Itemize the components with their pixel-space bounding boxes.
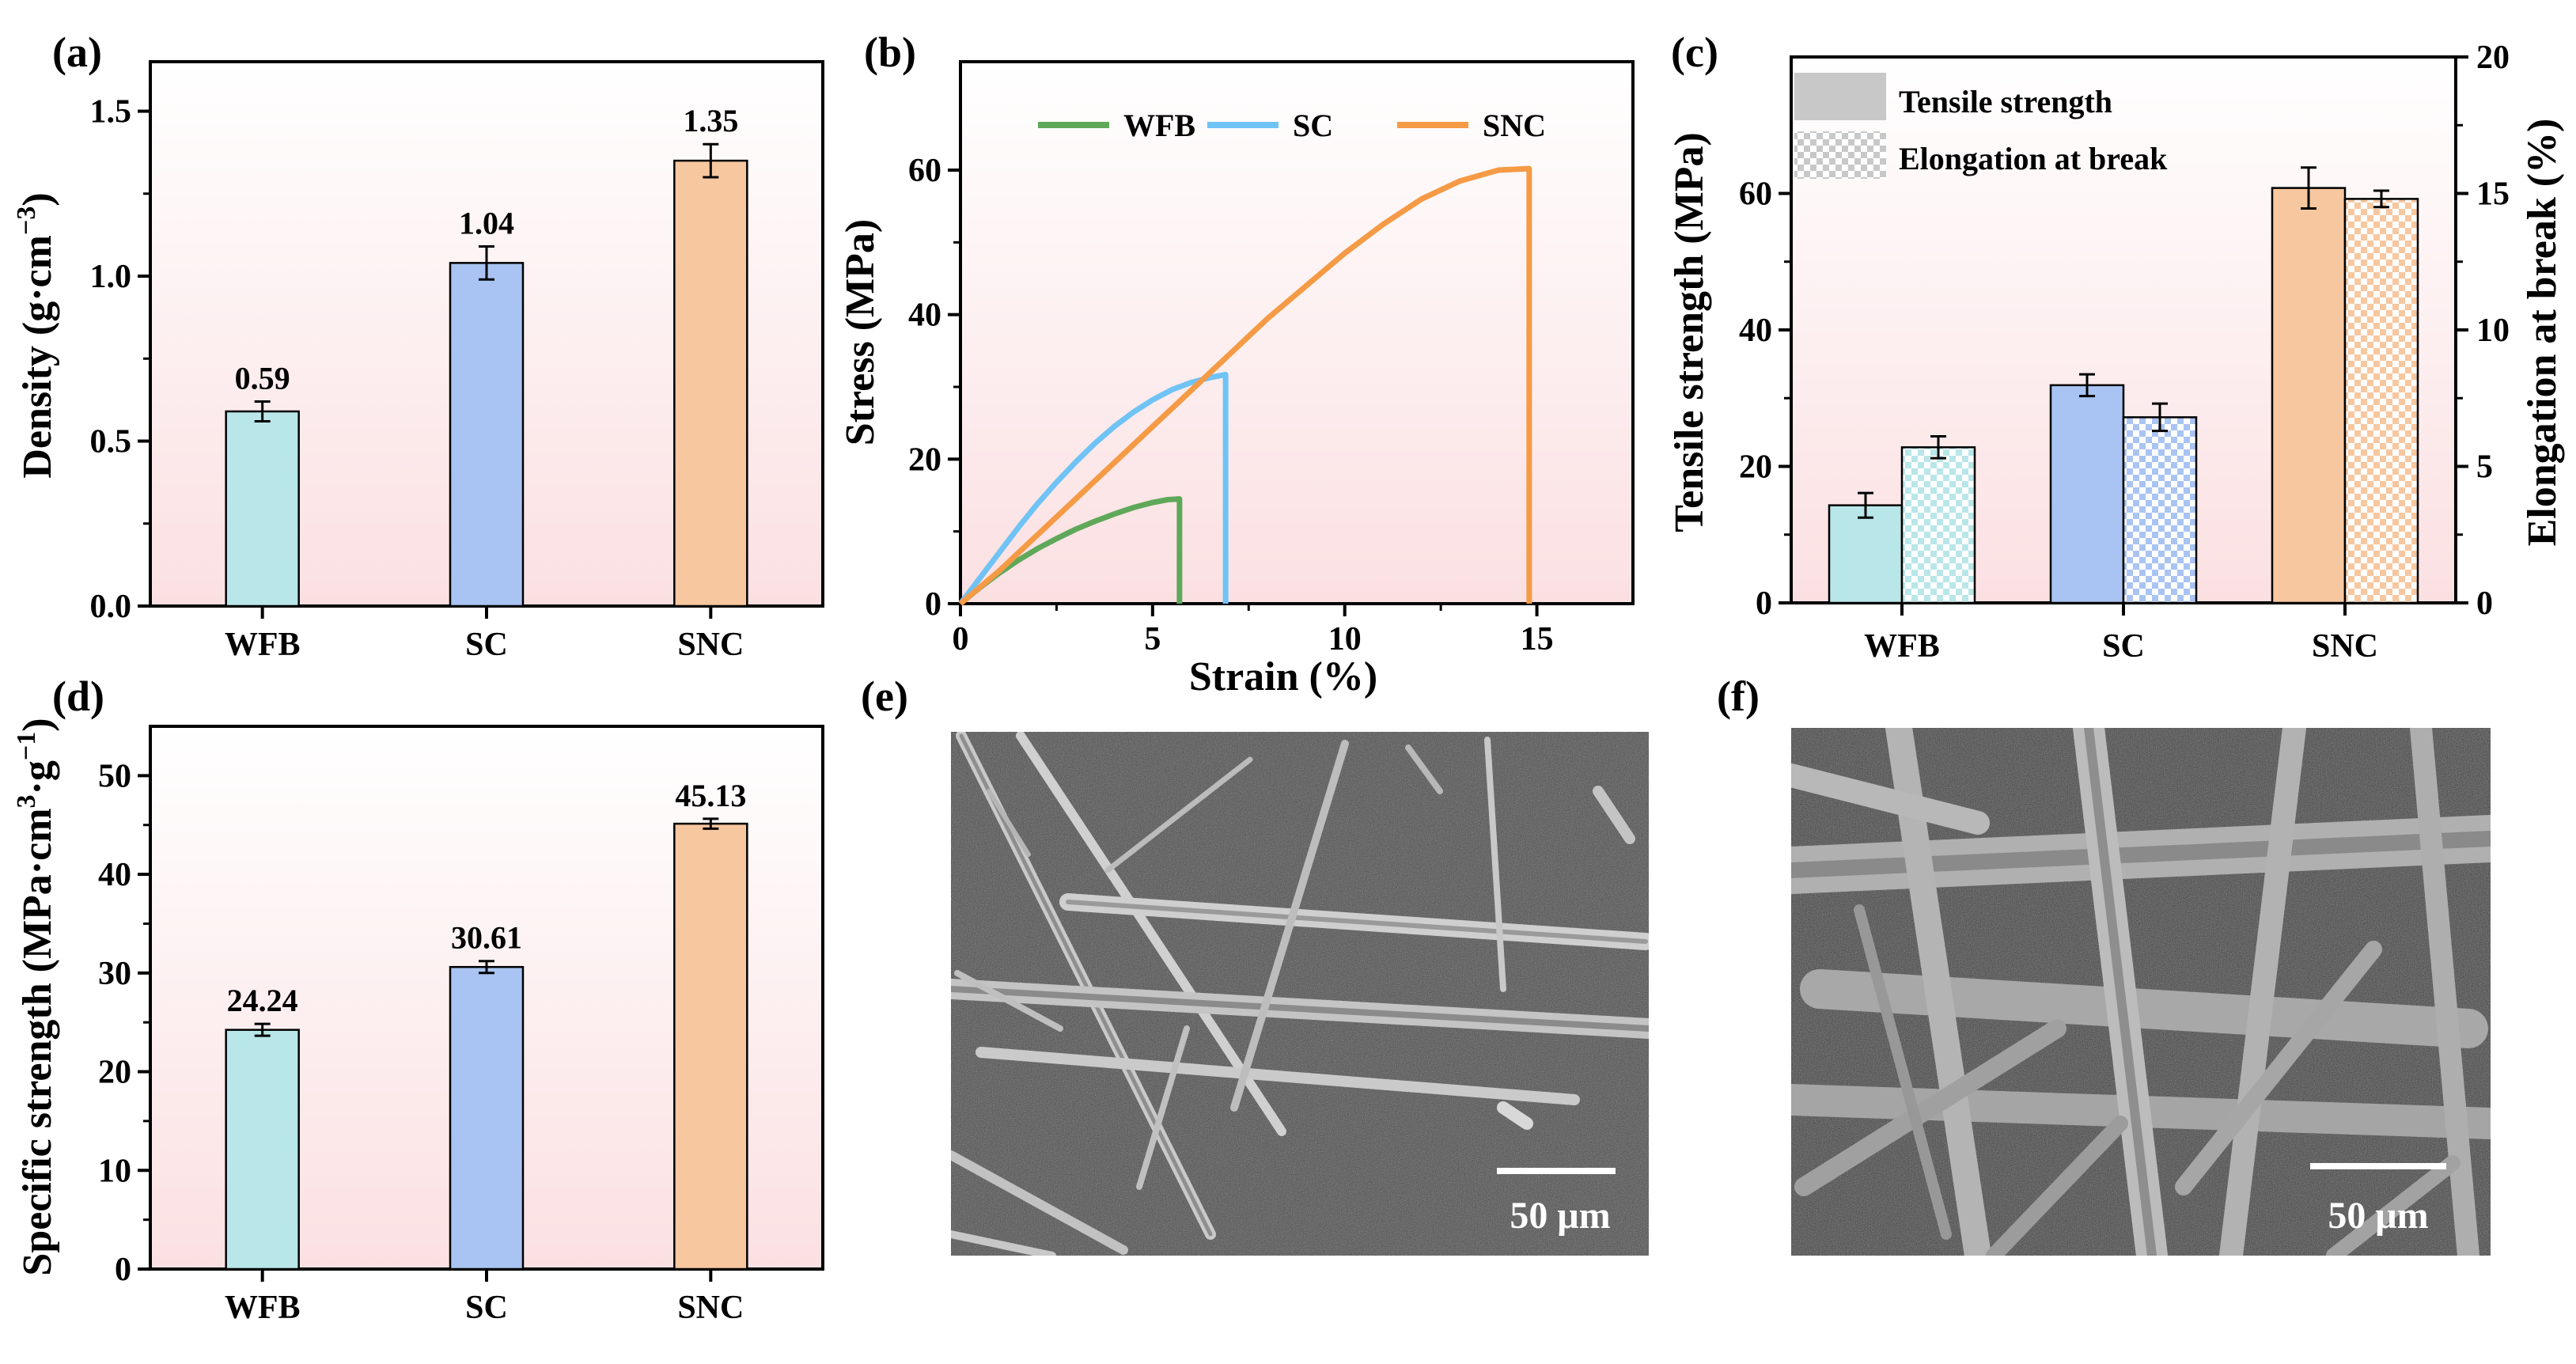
y-tick-label: 1.0 xyxy=(90,259,132,295)
value-label: 1.35 xyxy=(683,103,738,138)
y-tick-label: 40 xyxy=(1739,313,1772,349)
y-tick-label-right: 20 xyxy=(2476,40,2510,76)
value-label: 30.61 xyxy=(451,920,522,956)
scale-bar-e xyxy=(1497,1168,1616,1174)
x-axis-label-b: Strain (%) xyxy=(1189,654,1377,699)
value-label: 0.59 xyxy=(235,360,290,396)
panel-label-a: (a) xyxy=(52,28,102,76)
legend-label: SNC xyxy=(1483,108,1546,143)
bar-wfb xyxy=(225,410,300,608)
legend-label: Tensile strength xyxy=(1899,84,2112,119)
elongation-bar-sc xyxy=(2122,416,2198,604)
sem-fibers-f xyxy=(1791,728,2491,1256)
chart-c-tensile: 0 20 40 60 0 5 10 15 20 WFB SC SNC Tensile strength… xyxy=(1667,40,2565,665)
panel-label-b: (b) xyxy=(864,28,916,76)
bars-d: 24.24 30.61 45.13 xyxy=(225,778,748,1271)
y-axis-label-d: Specific strength (MPa·cm3·g−1) xyxy=(12,718,60,1275)
panel-label-c: (c) xyxy=(1671,28,1718,76)
bar-wfb xyxy=(225,1029,300,1271)
y-tick-label: 0 xyxy=(1756,585,1772,622)
y-tick-label: 20 xyxy=(908,441,941,478)
y-tick-label: 30 xyxy=(98,956,131,992)
y-tick-label: 10 xyxy=(98,1153,131,1189)
y-axis-label-b: Stress (MPa) xyxy=(838,219,883,445)
bars-a: 0.59 1.04 1.35 xyxy=(225,103,748,608)
value-label: 1.04 xyxy=(459,206,514,241)
y-tick-label: 0.5 xyxy=(90,424,132,460)
legend-b: WFB SC SNC xyxy=(1038,108,1546,143)
x-tick-label: SC xyxy=(465,1290,508,1326)
y-tick-label: 20 xyxy=(98,1055,131,1091)
series-lines-b xyxy=(958,165,1532,606)
legend-label: WFB xyxy=(1123,108,1195,143)
bar-snc xyxy=(673,159,748,608)
y-axis-a: 0.0 0.5 1.0 1.5 WFB SC SNC xyxy=(90,94,744,663)
bar-snc xyxy=(673,822,748,1271)
x-tick-label: SNC xyxy=(677,1290,744,1326)
series-line-snc xyxy=(958,165,1532,606)
y-tick-label-right: 10 xyxy=(2476,313,2510,349)
value-label: 24.24 xyxy=(227,983,298,1018)
y-axis-label-c-left: Tensile strength (MPa) xyxy=(1667,132,1712,532)
tensile-bar-sc xyxy=(2049,384,2125,604)
x-tick-label: 10 xyxy=(1328,621,1362,657)
sem-image-f: 50 μm xyxy=(1791,728,2491,1256)
panel-label-e: (e) xyxy=(861,673,908,720)
x-tick-label: SC xyxy=(465,627,508,663)
axes-c: 0 20 40 60 0 5 10 15 20 WFB SC SNC xyxy=(1739,40,2510,665)
sem-image-e: 50 μm xyxy=(951,732,1649,1256)
x-tick-label: WFB xyxy=(1864,628,1940,665)
value-label: 45.13 xyxy=(675,778,746,813)
legend-label: SC xyxy=(1293,108,1333,143)
y-tick-label: 0 xyxy=(115,1252,131,1288)
tensile-bar-wfb xyxy=(1828,504,1904,604)
y-tick-label: 1.5 xyxy=(90,94,132,131)
y-tick-label-right: 5 xyxy=(2476,449,2493,486)
y-tick-label-right: 0 xyxy=(2476,585,2493,622)
bar-sc xyxy=(449,262,525,608)
legend-swatch-tensile xyxy=(1794,73,1886,120)
x-tick-label: WFB xyxy=(225,1290,301,1326)
y-axis-d: 0 10 20 30 40 50 WFB SC SNC xyxy=(98,758,744,1326)
y-tick-label: 20 xyxy=(1739,449,1772,486)
y-axis-label-c-right: Elongation at break (%) xyxy=(2520,119,2565,547)
y-tick-label: 0 xyxy=(925,586,941,623)
scale-bar-f xyxy=(2310,1163,2446,1169)
y-tick-label: 60 xyxy=(908,153,941,189)
y-tick-label: 40 xyxy=(908,297,941,334)
x-tick-label: 15 xyxy=(1521,621,1554,657)
bars-c xyxy=(1828,166,2419,604)
bar-sc xyxy=(449,965,525,1271)
y-tick-label: 50 xyxy=(98,758,131,794)
y-tick-label: 60 xyxy=(1739,176,1772,213)
plot-area-b xyxy=(959,60,1635,605)
x-tick-label: 0 xyxy=(953,621,969,657)
chart-a-density: 0.0 0.5 1.0 1.5 WFB SC SNC 0.59 1.04 1.35 Densit… xyxy=(12,60,824,663)
x-tick-label: 5 xyxy=(1144,621,1161,657)
scale-bar-label-f: 50 μm xyxy=(2328,1195,2428,1237)
x-tick-label: WFB xyxy=(225,627,301,663)
sem-fibers-e xyxy=(951,732,1649,1256)
elongation-bar-wfb xyxy=(1900,446,1976,604)
tensile-bar-snc xyxy=(2271,187,2347,604)
x-tick-label: SNC xyxy=(2312,628,2378,665)
y-tick-label: 0.0 xyxy=(90,589,132,625)
chart-b-stress-strain: 0 20 40 60 0 5 10 15 WFB SC SNC Strain (%) Stress… xyxy=(838,60,1635,699)
y-axis-label-a: Density (g·cm−3) xyxy=(12,192,60,478)
scale-bar-label-e: 50 μm xyxy=(1510,1195,1610,1237)
x-tick-label: SNC xyxy=(677,627,744,663)
panel-label-f: (f) xyxy=(1717,673,1760,720)
x-tick-label: SC xyxy=(2102,628,2145,665)
legend-c: Tensile strength Elongation at break xyxy=(1794,73,2168,179)
y-tick-label: 40 xyxy=(98,857,131,893)
legend-swatch-elongation xyxy=(1794,131,1886,179)
panel-label-d: (d) xyxy=(52,673,104,720)
elongation-bar-snc xyxy=(2343,198,2419,604)
chart-d-specific-strength: 0 10 20 30 40 50 WFB SC SNC 24.24 30.61 45.13 Spec… xyxy=(12,718,824,1326)
axes-b: 0 20 40 60 0 5 10 15 xyxy=(908,153,1554,657)
legend-label: Elongation at break xyxy=(1899,141,2168,176)
y-tick-label-right: 15 xyxy=(2476,176,2510,213)
